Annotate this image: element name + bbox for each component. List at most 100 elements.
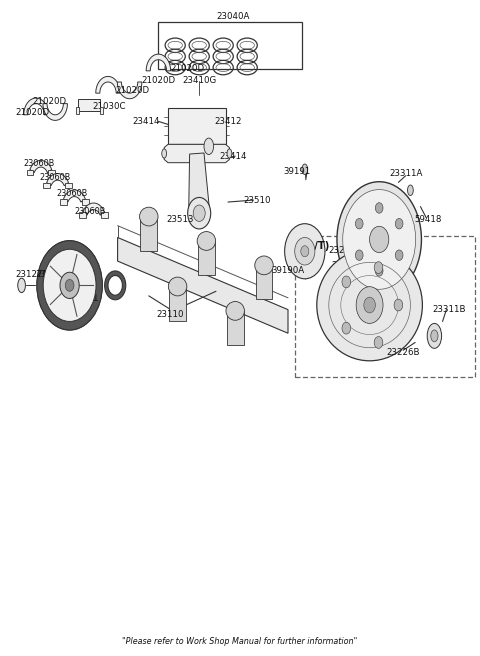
Text: 23127B: 23127B — [15, 270, 49, 279]
Bar — [256, 266, 273, 300]
Circle shape — [396, 218, 403, 229]
Circle shape — [364, 297, 375, 313]
Text: 23124B: 23124B — [35, 270, 69, 279]
Circle shape — [370, 226, 389, 253]
Polygon shape — [43, 104, 67, 120]
Circle shape — [355, 218, 363, 229]
Circle shape — [295, 237, 315, 265]
Ellipse shape — [140, 207, 158, 226]
Text: 21020D: 21020D — [15, 108, 49, 117]
Circle shape — [301, 246, 309, 256]
Text: (A/T): (A/T) — [302, 241, 330, 251]
Circle shape — [356, 287, 383, 323]
Bar — [198, 241, 215, 275]
Polygon shape — [63, 190, 85, 202]
Text: 21020D: 21020D — [115, 86, 149, 95]
Bar — [65, 182, 72, 188]
Text: 23510: 23510 — [243, 195, 271, 205]
Text: 21020D: 21020D — [142, 75, 176, 85]
Bar — [78, 99, 100, 111]
Circle shape — [43, 249, 96, 321]
Polygon shape — [47, 174, 69, 186]
Text: 23110: 23110 — [156, 310, 184, 319]
Ellipse shape — [226, 302, 244, 320]
Text: 23412: 23412 — [214, 117, 242, 126]
Circle shape — [343, 190, 416, 289]
Bar — [158, 22, 302, 69]
Polygon shape — [30, 161, 52, 173]
Bar — [168, 108, 226, 144]
Text: 21030C: 21030C — [92, 102, 126, 111]
Bar — [101, 212, 108, 218]
Text: 23311A: 23311A — [389, 169, 422, 178]
Circle shape — [60, 272, 79, 298]
Polygon shape — [96, 76, 120, 93]
Polygon shape — [118, 237, 288, 333]
Polygon shape — [189, 153, 210, 214]
Text: 23131: 23131 — [72, 294, 99, 303]
Text: 23410G: 23410G — [182, 75, 216, 85]
Ellipse shape — [197, 232, 216, 251]
Circle shape — [342, 322, 350, 334]
Text: 23060B: 23060B — [57, 189, 88, 198]
Circle shape — [355, 250, 363, 260]
Bar — [75, 108, 79, 114]
Circle shape — [374, 262, 383, 274]
Text: 23211B: 23211B — [328, 246, 361, 255]
Ellipse shape — [408, 185, 413, 195]
Ellipse shape — [427, 323, 442, 348]
Text: 21020D: 21020D — [170, 64, 204, 73]
Ellipse shape — [162, 149, 167, 158]
Ellipse shape — [302, 164, 308, 174]
Circle shape — [285, 224, 325, 279]
Circle shape — [37, 241, 102, 330]
Circle shape — [375, 266, 383, 276]
Ellipse shape — [204, 138, 214, 155]
Bar — [26, 169, 33, 175]
Ellipse shape — [168, 277, 187, 296]
Circle shape — [375, 203, 383, 213]
Text: 23226B: 23226B — [386, 348, 420, 358]
Bar — [100, 108, 103, 114]
Bar — [82, 199, 89, 205]
Text: 23060B: 23060B — [23, 159, 54, 169]
Text: 23311B: 23311B — [432, 305, 466, 314]
Ellipse shape — [188, 197, 211, 229]
Bar — [140, 216, 157, 251]
Polygon shape — [83, 203, 105, 215]
Ellipse shape — [431, 330, 438, 342]
Text: 23414: 23414 — [132, 117, 160, 126]
Bar — [227, 311, 243, 345]
Text: 23040A: 23040A — [216, 12, 250, 21]
Bar — [295, 236, 475, 377]
Polygon shape — [24, 98, 48, 115]
Bar — [48, 169, 55, 175]
Polygon shape — [118, 82, 142, 98]
Circle shape — [374, 337, 383, 348]
Polygon shape — [164, 144, 229, 163]
Text: 39190A: 39190A — [271, 266, 305, 275]
Text: 23060B: 23060B — [39, 173, 71, 182]
Text: "Please refer to Work Shop Manual for further information": "Please refer to Work Shop Manual for fu… — [122, 637, 358, 646]
Ellipse shape — [255, 256, 273, 275]
Text: 23060B: 23060B — [74, 207, 106, 216]
Bar — [169, 287, 186, 321]
Polygon shape — [146, 54, 171, 71]
Ellipse shape — [193, 205, 205, 222]
Circle shape — [394, 299, 403, 311]
Bar — [60, 199, 67, 205]
Circle shape — [65, 279, 74, 291]
Ellipse shape — [317, 249, 422, 361]
Circle shape — [342, 276, 350, 288]
Text: 23212: 23212 — [331, 261, 359, 270]
Text: 59418: 59418 — [414, 215, 442, 224]
Circle shape — [396, 250, 403, 260]
Text: 23513: 23513 — [166, 215, 194, 224]
Bar — [43, 182, 50, 188]
Text: 39191: 39191 — [283, 167, 310, 176]
Ellipse shape — [227, 149, 232, 158]
Text: 23200B: 23200B — [382, 285, 415, 295]
Ellipse shape — [18, 278, 25, 293]
Text: 23414: 23414 — [219, 152, 247, 161]
Bar — [79, 212, 86, 218]
